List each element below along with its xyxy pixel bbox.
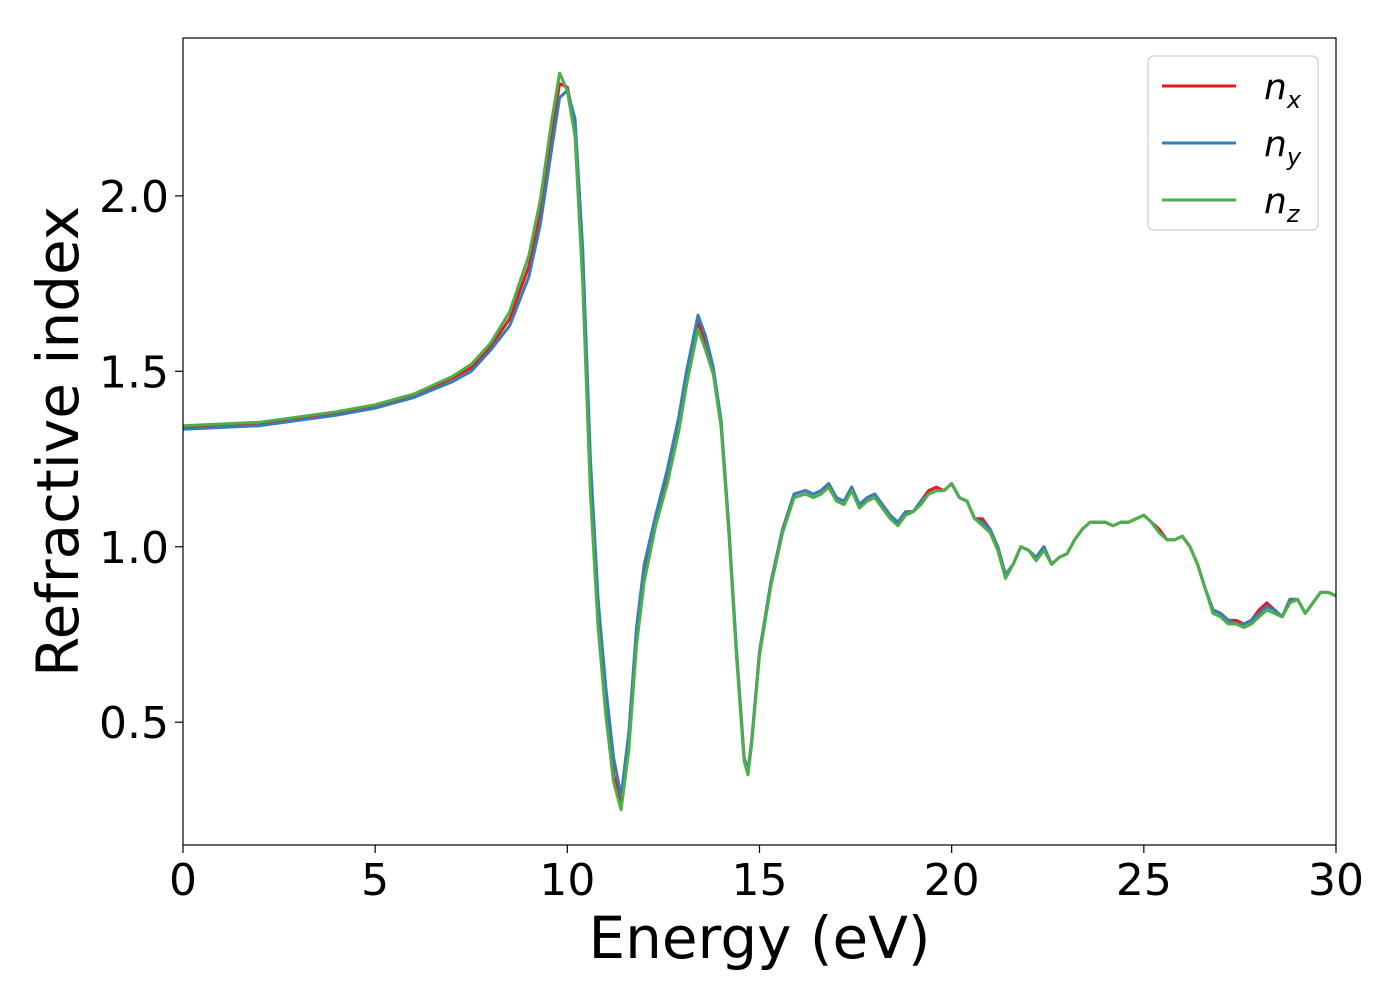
- y-tick-label: 1.0: [99, 523, 169, 574]
- x-tick-label: 0: [169, 855, 197, 906]
- x-tick-label: 15: [732, 855, 788, 906]
- x-tick-label: 10: [539, 855, 595, 906]
- x-tick-label: 25: [1116, 855, 1172, 906]
- legend-subscript: x: [1286, 86, 1302, 114]
- legend-subscript: z: [1286, 200, 1301, 228]
- x-axis-label: Energy (eV): [588, 904, 930, 972]
- legend-subscript: y: [1286, 143, 1302, 171]
- x-tick-label: 30: [1308, 855, 1364, 906]
- x-tick-label: 20: [924, 855, 980, 906]
- series-line-nz: [183, 71, 1336, 812]
- y-axis-ticks: 0.5 1.0 1.5 2.0: [99, 172, 183, 749]
- x-tick-label: 5: [361, 855, 389, 906]
- series-layer: [183, 71, 1336, 812]
- plot-area: [183, 38, 1336, 845]
- y-tick-label: 0.5: [99, 698, 169, 749]
- x-axis-ticks: 0 5 10 15 20 25 30: [169, 845, 1364, 906]
- y-axis-label: Refractive index: [24, 206, 92, 677]
- y-tick-label: 2.0: [99, 172, 169, 223]
- y-tick-label: 1.5: [99, 347, 169, 398]
